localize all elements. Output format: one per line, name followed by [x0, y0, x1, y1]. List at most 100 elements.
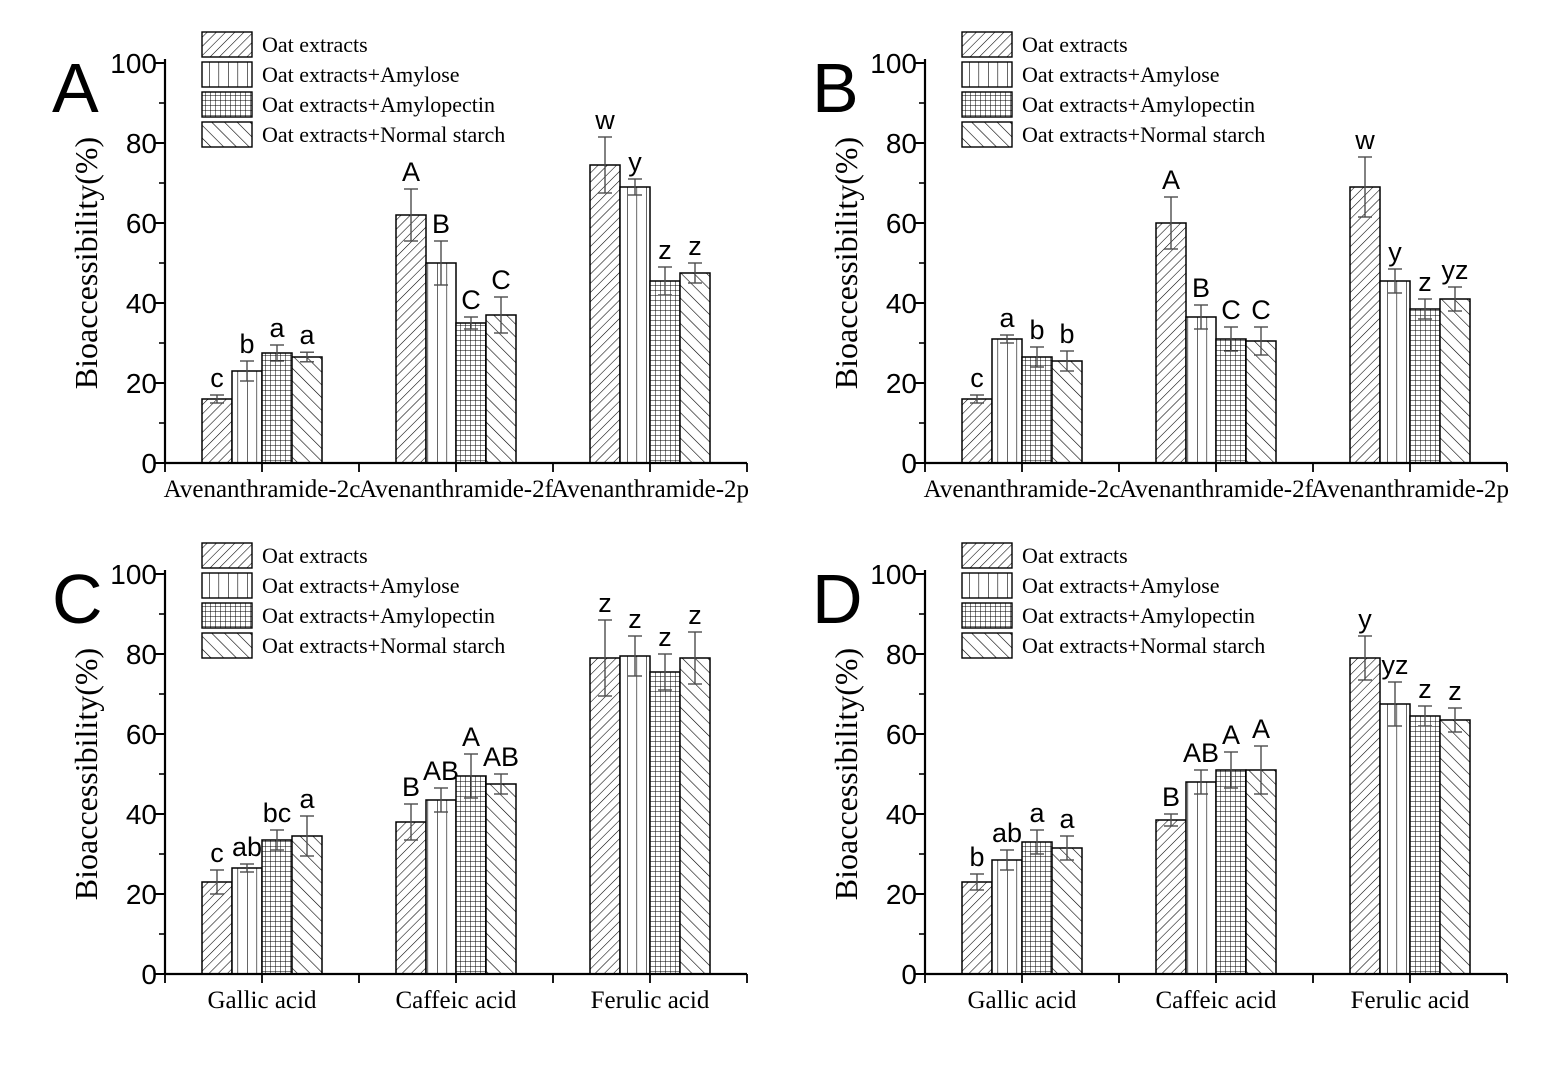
- sig-letter: ab: [992, 818, 1022, 848]
- bar: [1245, 340, 1277, 464]
- bar: [201, 398, 233, 464]
- category-label: Avenanthramide-2f: [1119, 476, 1314, 503]
- bar: [1051, 847, 1083, 975]
- sig-letter: AB: [1183, 738, 1219, 768]
- bar: [1155, 222, 1187, 464]
- bar: [619, 655, 651, 975]
- sig-letter: z: [1418, 267, 1432, 297]
- legend-label: Oat extracts+Normal starch: [1022, 122, 1265, 147]
- legend-swatch-grid-crosshatch: [961, 91, 1013, 118]
- bar: [455, 775, 487, 975]
- legend-label: Oat extracts+Amylose: [262, 62, 460, 87]
- legend-swatch-diagonal-back-hatch: [201, 632, 253, 659]
- bar: [485, 783, 517, 975]
- bar: [1021, 841, 1053, 975]
- sig-letter: c: [210, 363, 224, 393]
- sig-letter: AB: [423, 756, 459, 786]
- panel-a-chart: Oat extracts Oat extracts+Amylose Oat extr…: [52, 31, 749, 503]
- y-tick-label: 0: [141, 448, 157, 479]
- sig-letter: w: [1354, 125, 1375, 155]
- y-tick-label: 60: [886, 719, 917, 750]
- bar: [231, 370, 263, 464]
- sig-letter: z: [688, 231, 702, 261]
- sig-letter: z: [628, 604, 642, 634]
- panel-c: Oat extracts Oat extracts+Amylose Oat extr…: [0, 511, 780, 1044]
- bar: [991, 859, 1023, 975]
- legend-swatch-grid-crosshatch: [201, 602, 253, 629]
- y-tick-label: 80: [126, 639, 157, 670]
- legend-label: Oat extracts: [262, 32, 368, 57]
- sig-letter: c: [210, 838, 224, 868]
- panel-d: Oat extracts Oat extracts+Amylose Oat extr…: [760, 511, 1540, 1044]
- legend-swatch-vertical-lines: [961, 61, 1013, 88]
- sig-letter: b: [1029, 315, 1044, 345]
- bar: [1379, 280, 1411, 464]
- bar: [1349, 657, 1381, 975]
- bar: [261, 839, 293, 975]
- sig-letter: A: [1222, 720, 1240, 750]
- category-label: Caffeic acid: [1156, 987, 1277, 1014]
- panel-d-chart: Oat extracts Oat extracts+Amylose Oat extr…: [812, 542, 1508, 1014]
- sig-letter: B: [1192, 273, 1210, 303]
- legend-swatch-vertical-lines: [961, 572, 1013, 599]
- sig-letter: a: [299, 784, 315, 814]
- legend-swatch-diagonal-back-hatch: [201, 121, 253, 148]
- bar: [485, 314, 517, 464]
- bar: [231, 867, 263, 975]
- sig-letter: b: [1059, 319, 1074, 349]
- bar: [1349, 186, 1381, 464]
- bar: [1155, 819, 1187, 975]
- sig-letter: z: [1448, 676, 1462, 706]
- sig-letter: c: [970, 363, 984, 393]
- legend-swatch-diagonal-forward-hatch: [201, 31, 253, 58]
- sig-letter: A: [462, 722, 480, 752]
- bar: [1439, 719, 1471, 975]
- legend-swatch-grid-crosshatch: [961, 602, 1013, 629]
- bar: [1185, 781, 1217, 975]
- bar: [291, 356, 323, 464]
- bar: [589, 657, 621, 975]
- bar: [679, 657, 711, 975]
- bar: [649, 671, 681, 975]
- bar: [455, 322, 487, 464]
- bar: [425, 799, 457, 975]
- legend-swatch-diagonal-back-hatch: [961, 121, 1013, 148]
- legend-swatch-grid-crosshatch: [201, 91, 253, 118]
- y-tick-label: 60: [886, 208, 917, 239]
- sig-letter: b: [969, 842, 984, 872]
- bar: [425, 262, 457, 464]
- y-tick-label: 40: [126, 799, 157, 830]
- category-label: Ferulic acid: [591, 987, 710, 1014]
- bar: [649, 280, 681, 464]
- sig-letter: A: [402, 157, 420, 187]
- y-tick-label: 80: [886, 128, 917, 159]
- legend-swatch-diagonal-forward-hatch: [201, 542, 253, 569]
- sig-letter: z: [658, 235, 672, 265]
- y-tick-label: 60: [126, 719, 157, 750]
- legend-label: Oat extracts+Amylose: [1022, 62, 1220, 87]
- panel-b-chart: Oat extracts Oat extracts+Amylose Oat extr…: [812, 31, 1509, 503]
- sig-letter: C: [491, 265, 511, 295]
- bar: [679, 272, 711, 464]
- y-tick-label: 100: [870, 48, 917, 79]
- y-tick-label: 40: [126, 288, 157, 319]
- sig-letter: B: [402, 772, 420, 802]
- sig-letter: C: [1221, 295, 1241, 325]
- bar: [261, 352, 293, 464]
- y-tick-label: 20: [886, 368, 917, 399]
- y-axis-title: Bioaccessibility(%): [828, 137, 864, 389]
- y-tick-label: 100: [110, 48, 157, 79]
- category-label: Avenanthramide-2p: [551, 476, 749, 503]
- sig-letter: y: [1388, 237, 1402, 267]
- sig-letter: a: [1029, 798, 1045, 828]
- bar: [1439, 298, 1471, 464]
- panel-letter: A: [52, 49, 99, 127]
- sig-letter: A: [1162, 165, 1180, 195]
- bar: [1379, 703, 1411, 975]
- category-label: Avenanthramide-2p: [1311, 476, 1509, 503]
- bar: [961, 881, 993, 975]
- sig-letter: C: [1251, 295, 1271, 325]
- bar: [1215, 769, 1247, 975]
- sig-letter: yz: [1442, 255, 1469, 285]
